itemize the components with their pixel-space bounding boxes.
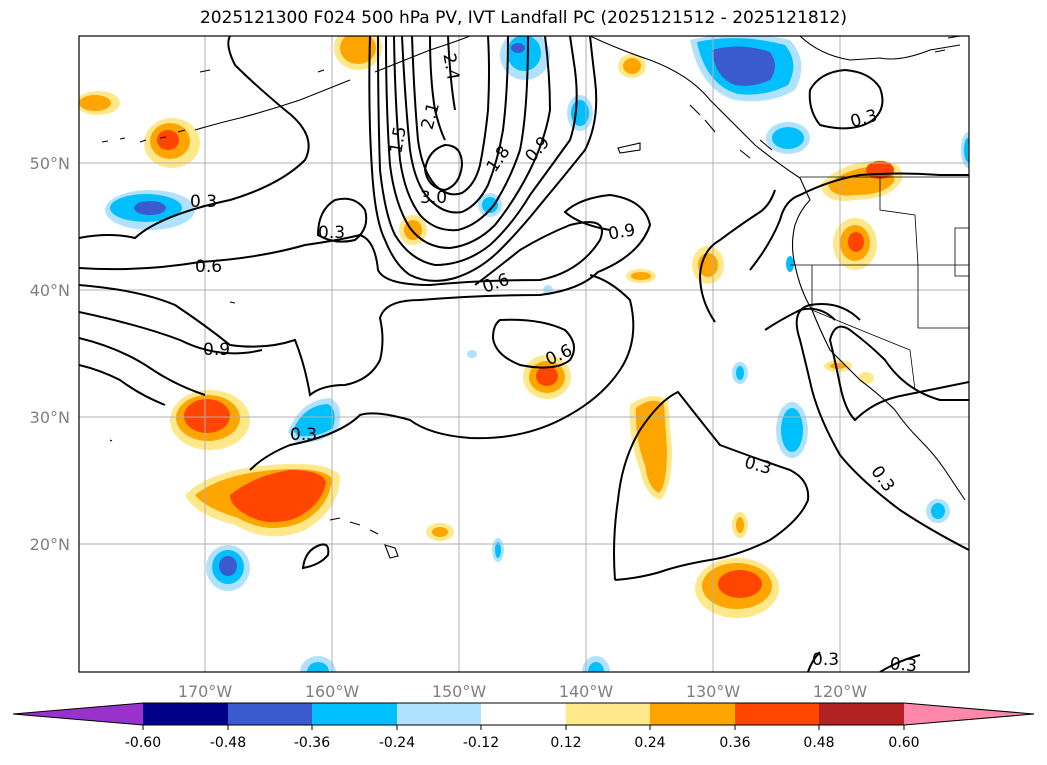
colorbar-extend-min	[13, 703, 143, 725]
positive-anomaly-blob	[833, 218, 877, 270]
contour-label: 2.4	[438, 52, 462, 82]
positive-anomaly-blob	[334, 36, 382, 70]
colorbar-tick: -0.36	[294, 735, 330, 751]
colorbar-segment	[819, 703, 904, 725]
contour-label: 0.6	[195, 257, 222, 277]
contour-label: 0.3	[318, 223, 345, 243]
contour-label: 0.3	[812, 650, 839, 670]
negative-anomaly-blob	[500, 36, 550, 80]
lat-label: 30°N	[30, 408, 70, 427]
map-border	[78, 35, 970, 673]
negative-anomaly-blob	[105, 190, 195, 230]
lon-label: 150°W	[432, 682, 487, 701]
colorbar-tick: 0.36	[719, 735, 750, 751]
colorbar-segment	[481, 703, 566, 725]
latitude-labels: 50°N 40°N 30°N 20°N	[30, 154, 70, 554]
colorbar-segment	[312, 703, 397, 725]
contour-label: 0.9	[203, 340, 230, 360]
colorbar-tick: 0.24	[634, 735, 665, 751]
political-boundaries	[790, 176, 969, 391]
page-title: 2025121300 F024 500 hPa PV, IVT Landfall…	[199, 8, 847, 28]
contour-label: 0.9	[607, 220, 637, 244]
lon-label: 130°W	[686, 682, 741, 701]
lon-label: 160°W	[305, 682, 360, 701]
negative-anomaly-blob	[690, 36, 802, 102]
colorbar-tick: 0.60	[888, 735, 919, 751]
lon-label: 140°W	[559, 682, 614, 701]
colorbar-tick: 0.12	[550, 735, 581, 751]
pv-trough-contours	[368, 36, 598, 282]
pv-contours	[79, 36, 969, 672]
shaded-anomalies	[79, 36, 969, 672]
positive-anomaly-blob	[79, 54, 874, 541]
lat-label: 20°N	[30, 535, 70, 554]
contour-label: 3.0	[420, 188, 447, 208]
contour-label: 0.3	[889, 654, 918, 676]
positive-anomaly-blob	[144, 118, 200, 168]
lon-label: 120°W	[813, 682, 868, 701]
lat-label: 50°N	[30, 154, 70, 173]
longitude-labels: 170°W 160°W 150°W 140°W 130°W 120°W	[178, 682, 868, 701]
colorbar-tick: -0.48	[210, 735, 246, 751]
positive-anomaly-blob	[170, 390, 250, 450]
contour-label: 0.3	[190, 192, 217, 212]
negative-anomaly-blob	[776, 402, 808, 458]
lon-label: 170°W	[178, 682, 233, 701]
colorbar-tick: 0.48	[803, 735, 834, 751]
contour-label: 0.3	[290, 425, 317, 445]
negative-anomaly-blob	[288, 398, 341, 443]
colorbar-segment	[735, 703, 819, 725]
negative-anomaly-blob	[206, 545, 250, 591]
positive-anomaly-blob	[185, 463, 340, 537]
contour-label: 1.5	[386, 125, 410, 155]
colorbar-segment	[143, 703, 228, 725]
colorbar-tick: -0.60	[125, 735, 161, 751]
colorbar-segment	[397, 703, 481, 725]
colorbar-tick: -0.12	[463, 735, 499, 751]
colorbar-tick: -0.24	[379, 735, 415, 751]
colorbar-segment	[566, 703, 650, 725]
colorbar-segment	[228, 703, 312, 725]
colorbar: -0.60 -0.48 -0.36 -0.24 -0.12 0.12 0.24 …	[12, 702, 1035, 751]
colorbar-segment	[650, 703, 735, 725]
map-panel: 0.3 0.3 0.6 0.9 0.3 1.5 2.1 2.4 3.0 1.8 …	[78, 35, 970, 676]
lat-label: 40°N	[30, 281, 70, 300]
positive-anomaly-blob	[695, 558, 779, 618]
colorbar-extend-max	[904, 703, 1034, 725]
coastlines	[101, 36, 966, 559]
